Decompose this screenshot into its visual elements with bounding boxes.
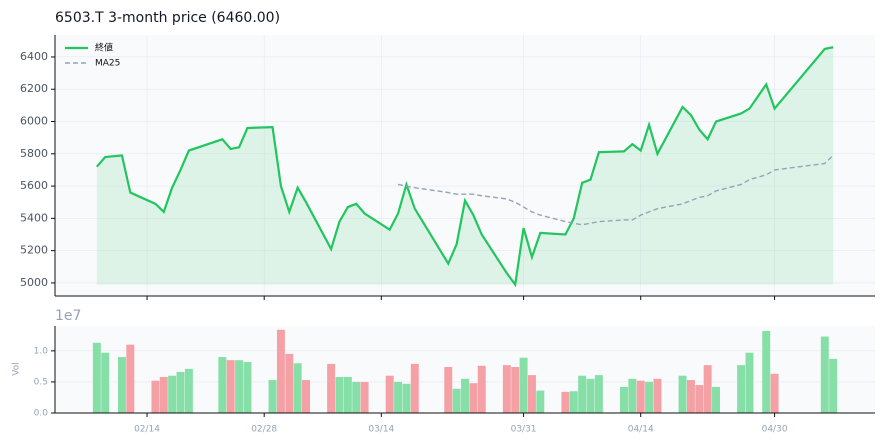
volume-bar bbox=[410, 363, 419, 413]
volume-bar bbox=[695, 385, 704, 413]
volume-bar bbox=[594, 375, 603, 413]
y-tick-label: 5400 bbox=[20, 211, 48, 224]
volume-bar bbox=[92, 342, 101, 413]
volume-bar bbox=[335, 376, 344, 413]
volume-bar bbox=[578, 375, 587, 413]
price-area bbox=[96, 47, 834, 285]
x-tick-label: 02/14 bbox=[134, 425, 160, 435]
volume-bar bbox=[820, 336, 829, 413]
volume-bar bbox=[352, 381, 361, 413]
x-tick-label: 03/31 bbox=[511, 425, 537, 435]
volume-bar bbox=[243, 362, 252, 413]
price-panel bbox=[55, 35, 875, 296]
volume-bar bbox=[168, 375, 177, 413]
y-tick-label: 6200 bbox=[20, 82, 48, 95]
volume-bar bbox=[402, 383, 411, 413]
volume-bar bbox=[159, 376, 168, 413]
volume-bar bbox=[527, 375, 536, 413]
volume-bar bbox=[620, 386, 628, 413]
volume-bar bbox=[519, 357, 528, 413]
volume-bar bbox=[645, 381, 654, 413]
volume-bar bbox=[184, 368, 193, 413]
volume-bar bbox=[536, 390, 545, 413]
volume-bar bbox=[653, 378, 662, 413]
volume-bar bbox=[469, 383, 478, 413]
legend-label: MA25 bbox=[95, 59, 120, 69]
x-tick-label: 04/14 bbox=[628, 425, 654, 435]
volume-bar bbox=[117, 357, 126, 413]
volume-bar bbox=[327, 363, 336, 413]
volume-bar bbox=[101, 352, 110, 413]
volume-bar bbox=[268, 380, 277, 413]
y-tick-label: 5000 bbox=[20, 276, 48, 289]
x-tick-label: 04/30 bbox=[762, 425, 788, 435]
volume-bar bbox=[829, 358, 838, 413]
ma-line bbox=[397, 154, 834, 226]
volume-bar bbox=[586, 378, 595, 413]
volume-bar bbox=[385, 375, 394, 413]
volume-bar bbox=[218, 357, 227, 413]
offset-label: 1e7 bbox=[55, 308, 81, 324]
x-tick-label: 02/28 bbox=[251, 425, 277, 435]
y-tick-label: 6000 bbox=[20, 115, 48, 128]
volume-bar bbox=[636, 380, 645, 413]
y-tick-label: 5800 bbox=[20, 147, 48, 160]
y-tick-label: 6400 bbox=[20, 50, 48, 63]
volume-bar bbox=[461, 378, 469, 413]
volume-bar bbox=[502, 365, 511, 413]
y-tick-label: 1.0 bbox=[34, 346, 49, 356]
volume-bar bbox=[235, 360, 244, 413]
volume-bar bbox=[737, 365, 746, 413]
volume-bar bbox=[444, 367, 453, 413]
legend-label: 終値 bbox=[95, 42, 113, 54]
volume-bar bbox=[276, 329, 285, 413]
volume-bar bbox=[770, 373, 779, 413]
volume-bar bbox=[285, 353, 294, 413]
volume-bar bbox=[762, 330, 771, 413]
y-tick-label: 5600 bbox=[20, 179, 48, 192]
volume-bar bbox=[712, 386, 720, 413]
y-axis-label: Vol bbox=[12, 362, 22, 375]
volume-bar bbox=[293, 363, 302, 413]
volume-bar bbox=[226, 360, 235, 413]
volume-bar bbox=[176, 371, 185, 413]
volume-bar bbox=[477, 365, 486, 413]
volume-bar bbox=[151, 380, 160, 413]
y-tick-label: 0.5 bbox=[34, 377, 48, 387]
volume-bar bbox=[678, 375, 687, 413]
volume-bar bbox=[394, 381, 403, 413]
y-tick-label: 0.0 bbox=[34, 409, 49, 419]
volume-bar bbox=[343, 376, 352, 413]
volume-bar bbox=[561, 391, 570, 413]
volume-bar bbox=[745, 352, 754, 413]
price-line bbox=[96, 46, 834, 288]
volume-bar bbox=[126, 344, 135, 413]
volume-bar bbox=[569, 391, 578, 413]
volume-bar bbox=[686, 380, 695, 413]
y-tick-label: 5200 bbox=[20, 244, 48, 257]
volume-bar bbox=[360, 381, 369, 413]
volume-bar bbox=[511, 367, 520, 413]
volume-bar bbox=[452, 388, 461, 413]
chart-title: 6503.T 3-month price (6460.00) bbox=[55, 10, 280, 26]
volume-bar bbox=[628, 378, 637, 413]
volume-bar bbox=[703, 365, 712, 413]
x-tick-label: 03/14 bbox=[368, 425, 394, 435]
volume-bar bbox=[302, 380, 310, 413]
